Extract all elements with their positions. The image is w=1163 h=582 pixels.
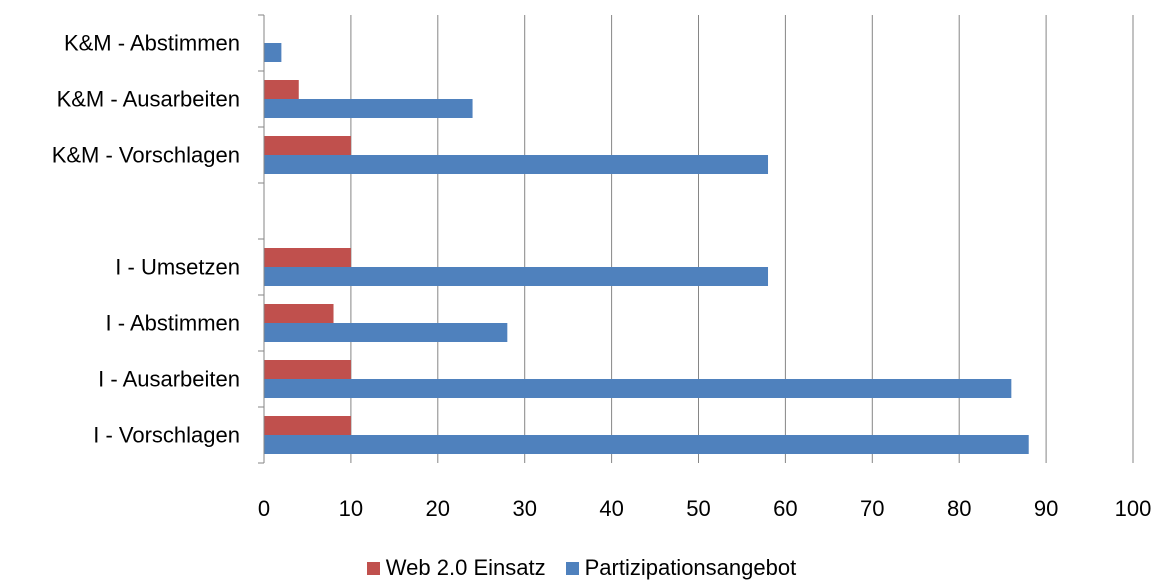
legend-label-partizipation: Partizipationsangebot bbox=[584, 555, 797, 580]
category-labels: K&M - Abstimmen K&M - Ausarbeiten K&M - Vo… bbox=[52, 31, 240, 448]
bar bbox=[264, 248, 351, 267]
category-axis bbox=[258, 14, 265, 464]
bar bbox=[264, 267, 769, 286]
category-label: I - Abstimmen bbox=[106, 311, 240, 336]
bar bbox=[264, 435, 1029, 454]
value-tick-label: 10 bbox=[339, 496, 363, 521]
bar bbox=[264, 416, 351, 435]
category-label: I - Ausarbeiten bbox=[98, 367, 240, 392]
value-tick-label: 60 bbox=[773, 496, 797, 521]
legend-swatch-partizipation bbox=[565, 561, 579, 575]
value-tick-label: 20 bbox=[426, 496, 450, 521]
bar bbox=[264, 80, 299, 99]
category-label: K&M - Abstimmen bbox=[64, 31, 240, 56]
legend-item-web20: Web 2.0 Einsatz bbox=[366, 555, 546, 581]
value-tick-label: 30 bbox=[512, 496, 536, 521]
value-tick-label: 80 bbox=[947, 496, 971, 521]
gridlines bbox=[350, 15, 1134, 463]
bars bbox=[264, 43, 1029, 454]
bar bbox=[264, 99, 473, 118]
bar bbox=[264, 43, 282, 62]
bar bbox=[264, 304, 334, 323]
legend: Web 2.0 Einsatz Partizipationsangebot bbox=[0, 554, 1163, 582]
bar bbox=[264, 155, 769, 174]
category-label: K&M - Vorschlagen bbox=[52, 143, 240, 168]
value-tick-label: 70 bbox=[860, 496, 884, 521]
value-tick-label: 40 bbox=[599, 496, 623, 521]
value-tick-label: 100 bbox=[1115, 496, 1152, 521]
legend-item-partizipation: Partizipationsangebot bbox=[565, 555, 797, 581]
value-tick-labels: 0 10 20 30 40 50 60 70 80 90 100 bbox=[258, 496, 1151, 521]
bar bbox=[264, 323, 508, 342]
value-tick-label: 90 bbox=[1034, 496, 1058, 521]
legend-label-web20: Web 2.0 Einsatz bbox=[385, 555, 546, 580]
category-label: I - Umsetzen bbox=[115, 255, 240, 280]
bar bbox=[264, 136, 351, 155]
value-tick-label: 50 bbox=[686, 496, 710, 521]
bar bbox=[264, 360, 351, 379]
legend-swatch-web20 bbox=[366, 561, 380, 575]
value-tick-label: 0 bbox=[258, 496, 270, 521]
category-label: K&M - Ausarbeiten bbox=[57, 87, 240, 112]
bar bbox=[264, 379, 1012, 398]
category-label: I - Vorschlagen bbox=[93, 423, 240, 448]
